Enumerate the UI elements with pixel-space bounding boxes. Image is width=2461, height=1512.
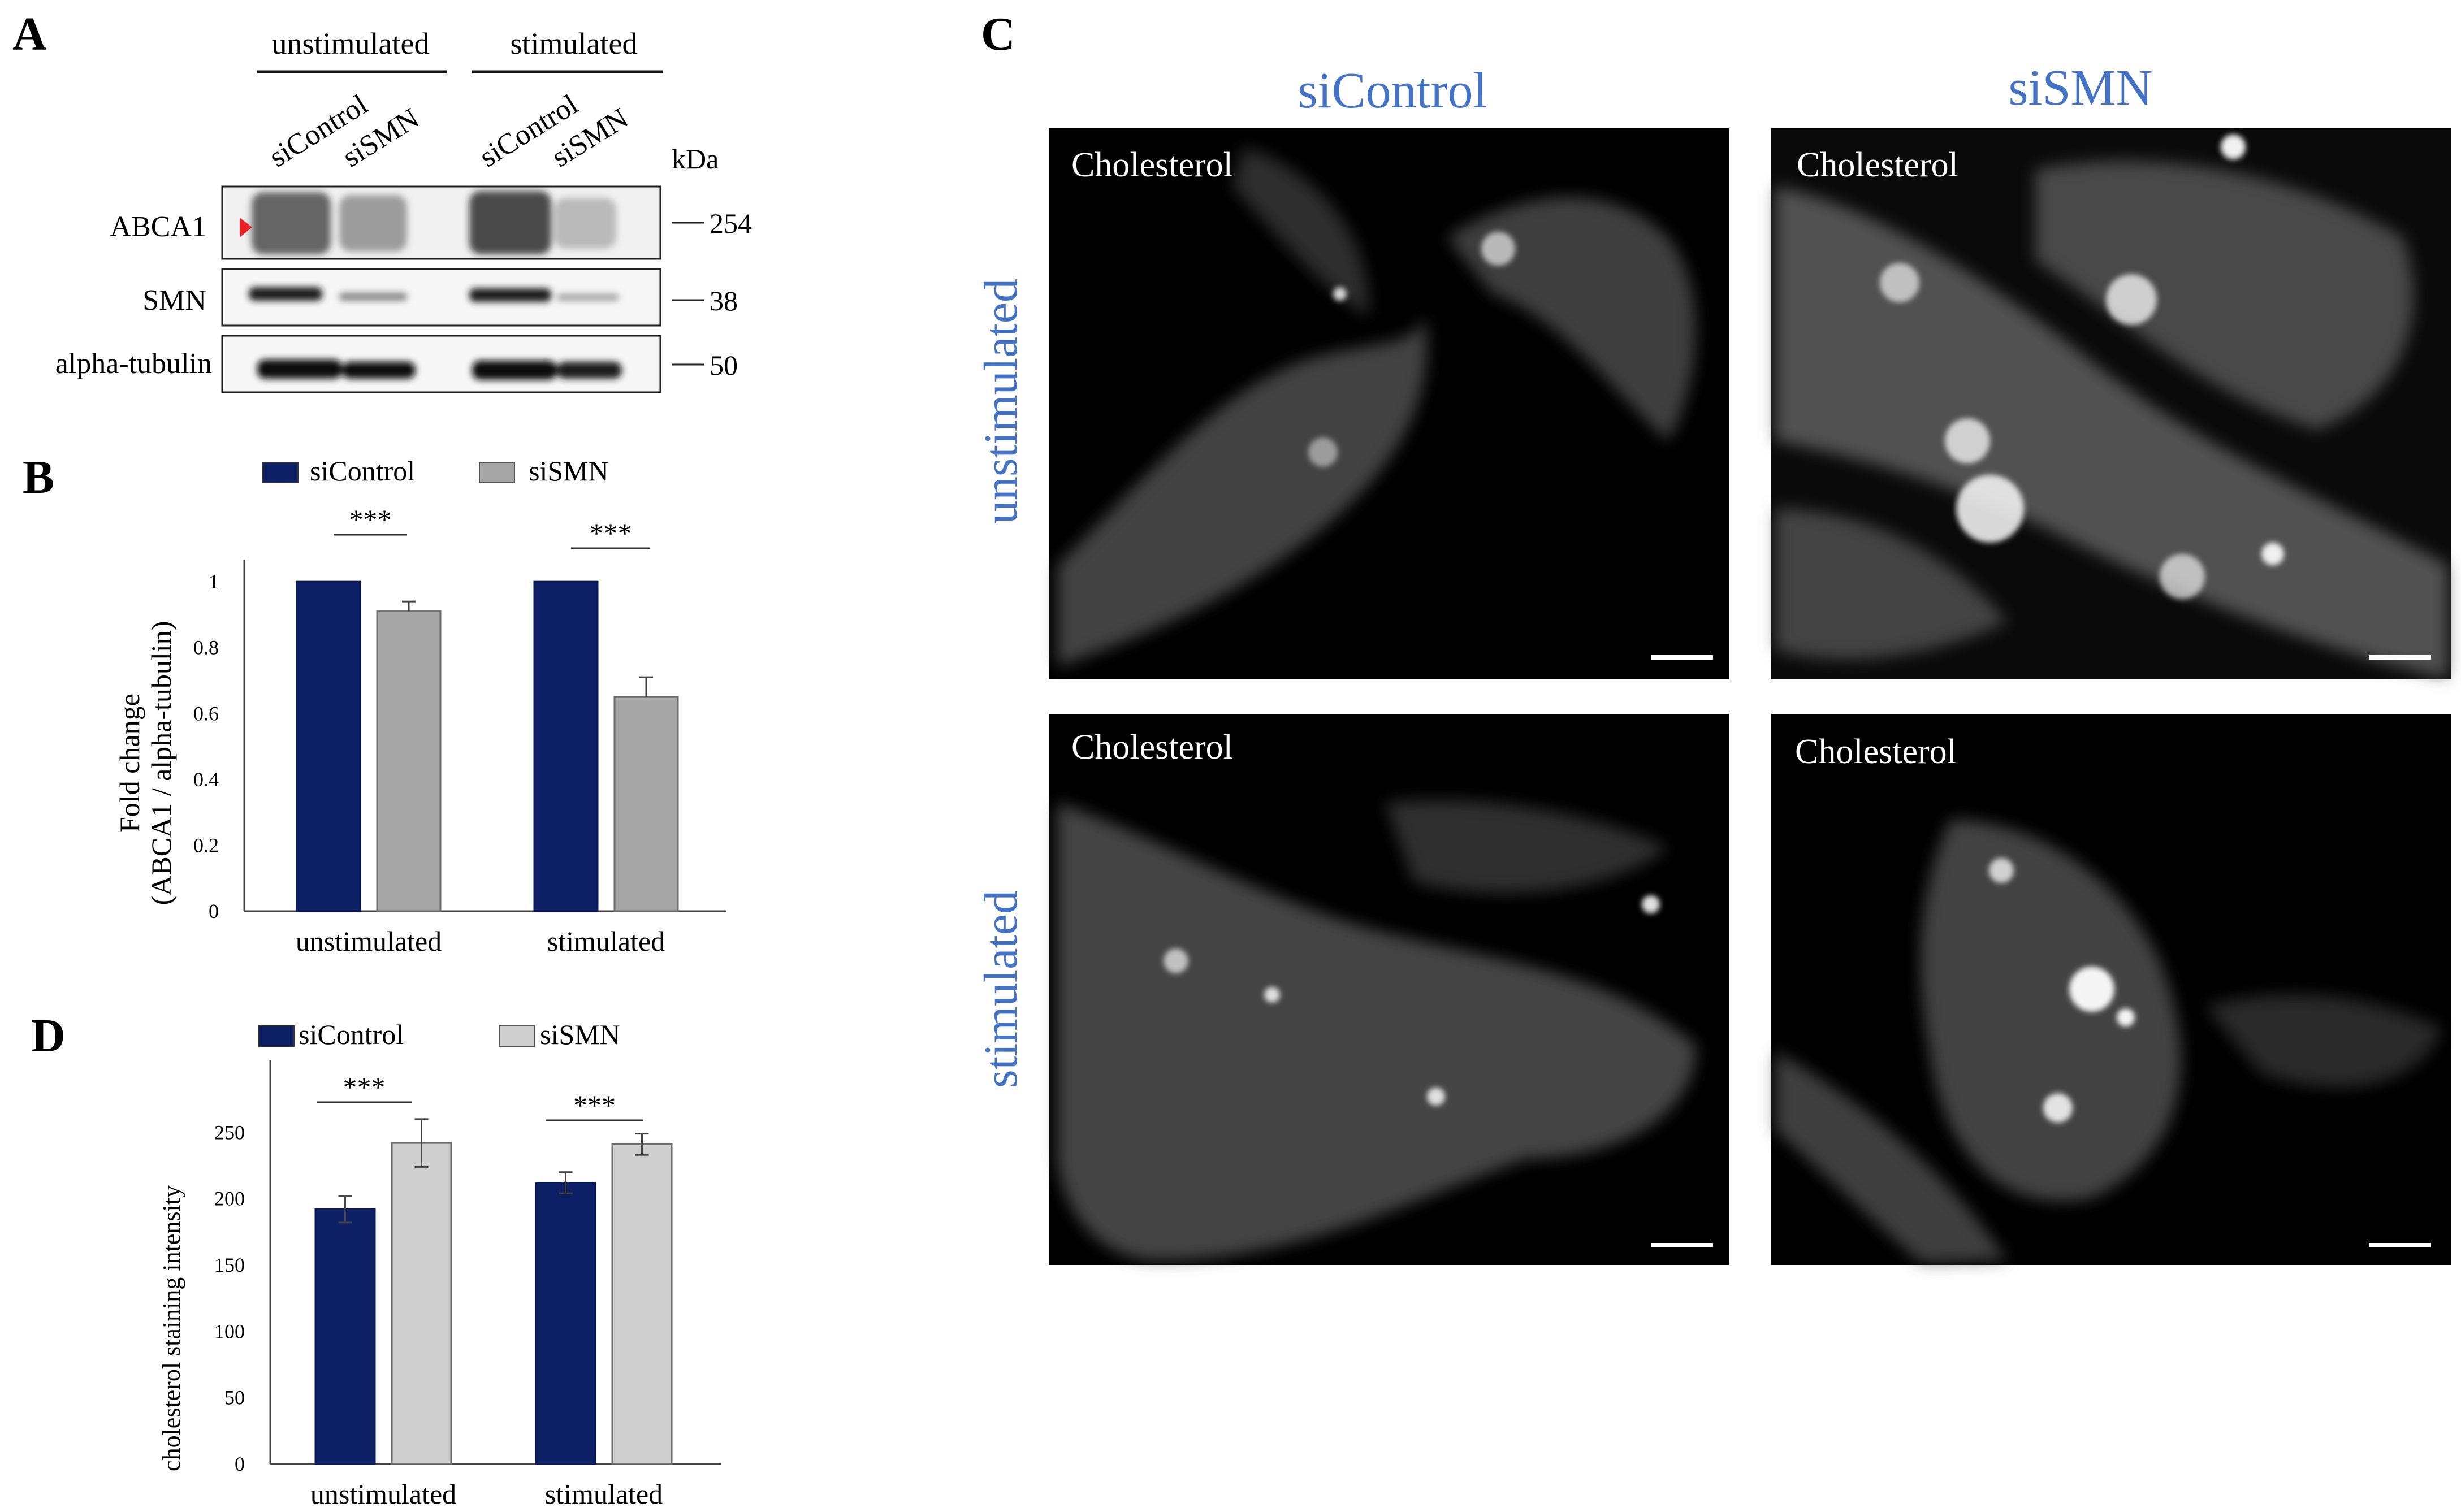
y-tick-label: 250 (214, 1121, 245, 1143)
row-label-stimulated: stimulated (975, 890, 1027, 1088)
bar (376, 610, 442, 912)
panel-a: A unstimulated stimulated siControl siSM… (12, 8, 752, 393)
abca1-arrow-icon (240, 218, 252, 237)
blot-row-label: alpha-tubulin (55, 348, 212, 380)
micrograph-sismn-unstimulated: Cholesterol (1771, 128, 2451, 679)
significance-label: *** (349, 504, 392, 535)
y-axis-title-line: Fold change (114, 694, 145, 833)
group-label-stimulated: stimulated (511, 27, 638, 60)
micrograph-sicontrol-stimulated: Cholesterol (1049, 714, 1729, 1265)
chart-d-plot: 0 50 100 150 200 250 unstimulated *** stimulated… (214, 1060, 721, 1510)
chart-b-plot: 0 0.2 0.4 0.6 0.8 1 unstimulated *** stimulated *… (193, 504, 726, 957)
kda-value: 254 (710, 207, 752, 239)
y-tick-label: 50 (224, 1387, 245, 1409)
y-axis-title-d: cholesterol staining intensity (158, 1185, 185, 1471)
y-tick-label: 0.6 (193, 702, 219, 725)
x-category-label: stimulated (547, 925, 665, 957)
y-tick-label: 150 (214, 1254, 245, 1276)
bar (391, 1142, 452, 1465)
legend-label-sismn: siSMN (540, 1019, 620, 1050)
bar (314, 1208, 376, 1465)
legend-swatch-sismn (479, 462, 515, 483)
kda-value: 50 (710, 349, 738, 381)
panel-d: D siControl siSMN cholesterol staining i… (31, 1010, 721, 1510)
tubulin-bands (257, 359, 622, 380)
significance-label: *** (343, 1071, 386, 1103)
y-tick-label: 200 (214, 1188, 245, 1210)
image-caption: Cholesterol (1071, 146, 1233, 184)
legend-label-sicontrol: siControl (310, 455, 415, 487)
image-caption: Cholesterol (1071, 728, 1233, 766)
bar (296, 580, 361, 912)
micrograph-sismn-stimulated: Cholesterol (1771, 714, 2451, 1265)
x-category-label: unstimulated (310, 1478, 456, 1510)
column-label-sismn: siSMN (2008, 60, 2152, 116)
x-category-label: unstimulated (296, 925, 442, 957)
x-category-label: stimulated (545, 1478, 663, 1510)
legend-label-sicontrol: siControl (299, 1019, 404, 1050)
kda-label: kDa (672, 143, 719, 175)
bar (611, 1143, 673, 1465)
column-label-sicontrol: siControl (1297, 63, 1487, 119)
bar (535, 1182, 596, 1465)
bar (533, 580, 599, 912)
panel-d-letter: D (31, 1010, 66, 1062)
y-tick-label: 0.4 (193, 768, 219, 791)
legend-label-sismn: siSMN (529, 455, 609, 487)
blot-row-label: SMN (142, 284, 206, 317)
legend-swatch-sicontrol (258, 1025, 295, 1047)
y-axis-title-b: Fold change (ABCA1 / alpha-tubulin) (114, 621, 177, 906)
panel-b: B siControl siSMN Fold change (ABCA1 / a… (23, 451, 726, 957)
significance-label: *** (590, 517, 632, 549)
panel-b-letter: B (23, 451, 54, 504)
y-tick-label: 0.8 (193, 636, 219, 659)
kda-value: 38 (710, 285, 738, 317)
bar (613, 696, 679, 912)
panel-c-letter: C (981, 8, 1015, 60)
blot-row-label: ABCA1 (110, 211, 206, 243)
panel-c: C siControl siSMN unstimulated stimulate… (975, 8, 2451, 1265)
panel-a-letter: A (12, 8, 47, 60)
abca1-bands (252, 191, 616, 254)
legend-swatch-sicontrol (262, 462, 299, 483)
image-caption: Cholesterol (1797, 146, 1958, 184)
y-tick-label: 0.2 (193, 834, 219, 856)
significance-label: *** (573, 1089, 616, 1121)
legend-swatch-sismn (499, 1025, 535, 1047)
micrograph-sicontrol-unstimulated: Cholesterol (1049, 128, 1729, 679)
y-tick-label: 0 (235, 1453, 245, 1475)
y-tick-label: 0 (209, 900, 219, 922)
y-tick-label: 1 (209, 570, 219, 593)
y-axis-title-line: (ABCA1 / alpha-tubulin) (145, 621, 177, 906)
smn-bands (249, 287, 619, 302)
y-tick-label: 100 (214, 1320, 245, 1342)
image-caption: Cholesterol (1795, 733, 1957, 771)
row-label-unstimulated: unstimulated (975, 279, 1027, 524)
group-label-unstimulated: unstimulated (272, 27, 430, 60)
